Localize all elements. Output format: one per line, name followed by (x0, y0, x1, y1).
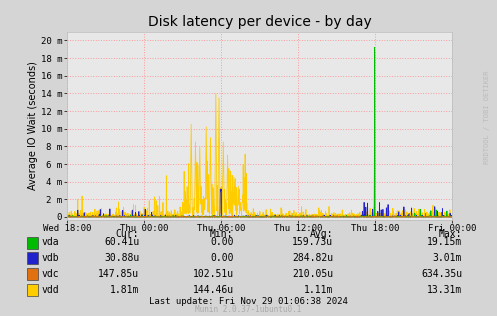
Text: Cur:: Cur: (116, 229, 139, 239)
Text: 159.73u: 159.73u (292, 237, 333, 247)
Text: Munin 2.0.37-1ubuntu0.1: Munin 2.0.37-1ubuntu0.1 (195, 306, 302, 314)
Text: 1.81m: 1.81m (110, 285, 139, 295)
Text: 19.15m: 19.15m (427, 237, 462, 247)
Text: 60.41u: 60.41u (104, 237, 139, 247)
Y-axis label: Average IO Wait (seconds): Average IO Wait (seconds) (28, 61, 38, 190)
Text: 1.11m: 1.11m (304, 285, 333, 295)
Text: 147.85u: 147.85u (98, 269, 139, 279)
Text: Max:: Max: (439, 229, 462, 239)
Text: 13.31m: 13.31m (427, 285, 462, 295)
Title: Disk latency per device - by day: Disk latency per device - by day (148, 15, 372, 29)
Text: RRDTOOL / TOBI OETIKER: RRDTOOL / TOBI OETIKER (484, 70, 490, 164)
Text: vdd: vdd (41, 285, 59, 295)
Text: vda: vda (41, 237, 59, 247)
Text: Avg:: Avg: (310, 229, 333, 239)
Text: 0.00: 0.00 (210, 253, 234, 263)
Text: 0.00: 0.00 (210, 237, 234, 247)
Text: 102.51u: 102.51u (192, 269, 234, 279)
Text: 634.35u: 634.35u (421, 269, 462, 279)
Text: 3.01m: 3.01m (433, 253, 462, 263)
Text: 30.88u: 30.88u (104, 253, 139, 263)
Text: Min:: Min: (210, 229, 234, 239)
Text: Last update: Fri Nov 29 01:06:38 2024: Last update: Fri Nov 29 01:06:38 2024 (149, 297, 348, 306)
Text: vdc: vdc (41, 269, 59, 279)
Text: 284.82u: 284.82u (292, 253, 333, 263)
Text: 210.05u: 210.05u (292, 269, 333, 279)
Text: vdb: vdb (41, 253, 59, 263)
Text: 144.46u: 144.46u (192, 285, 234, 295)
